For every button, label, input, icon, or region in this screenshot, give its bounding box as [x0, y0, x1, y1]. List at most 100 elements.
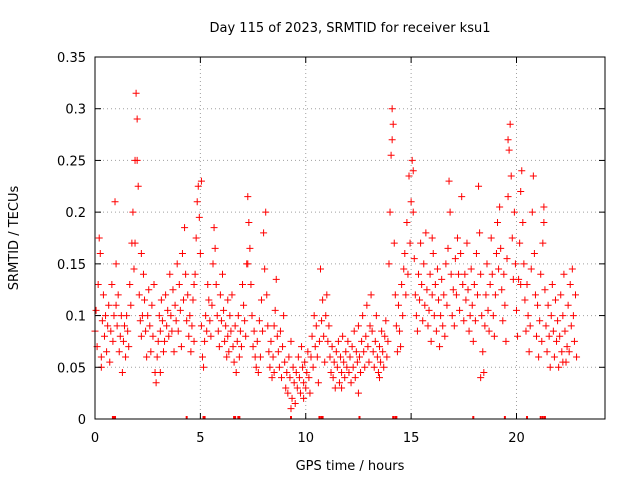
data-point: [212, 281, 220, 289]
data-point: [372, 312, 380, 320]
data-point: [193, 198, 201, 206]
data-point: [387, 151, 395, 159]
data-point: [472, 250, 480, 258]
data-point: [192, 234, 200, 242]
data-point: [521, 296, 529, 304]
data-point: [244, 193, 252, 201]
data-point: [525, 348, 533, 356]
y-tick-label: 0.15: [57, 258, 86, 273]
data-point: [485, 327, 493, 335]
data-point: [175, 281, 183, 289]
data-point: [113, 322, 121, 330]
data-point: [293, 384, 301, 392]
data-point: [304, 348, 312, 356]
data-point: [549, 327, 557, 335]
data-point: [111, 198, 119, 206]
data-point: [350, 327, 358, 335]
data-point: [458, 193, 466, 201]
data-point: [214, 327, 222, 335]
data-point: [341, 374, 349, 382]
data-point: [298, 343, 306, 351]
data-point: [224, 332, 232, 340]
data-point: [314, 379, 322, 387]
data-point: [478, 312, 486, 320]
data-point: [491, 291, 499, 299]
data-point: [480, 368, 488, 376]
data-point: [338, 368, 346, 376]
data-point: [266, 363, 274, 371]
data-point: [183, 317, 191, 325]
data-point: [305, 374, 313, 382]
data-point: [197, 177, 205, 185]
data-point: [110, 312, 118, 320]
data-point: [560, 270, 568, 278]
data-point: [97, 353, 105, 361]
x-axis-label: GPS time / hours: [296, 459, 405, 474]
data-point: [207, 332, 215, 340]
data-point: [231, 322, 239, 330]
data-point: [135, 291, 143, 299]
data-point: [114, 291, 122, 299]
data-point: [441, 332, 449, 340]
data-point: [156, 327, 164, 335]
data-point: [202, 312, 210, 320]
data-point: [514, 332, 522, 340]
data-point: [250, 327, 258, 335]
data-point: [385, 260, 393, 268]
data-point: [227, 327, 235, 335]
data-point: [195, 213, 203, 221]
data-point: [189, 296, 197, 304]
data-point: [567, 322, 575, 330]
data-point: [551, 296, 559, 304]
data-point: [571, 291, 579, 299]
data-point: [295, 374, 303, 382]
data-point: [205, 296, 213, 304]
data-point: [529, 172, 537, 180]
data-point: [271, 306, 279, 314]
data-point: [496, 203, 504, 211]
data-point: [262, 208, 270, 216]
data-point: [242, 332, 250, 340]
data-point: [296, 389, 304, 397]
data-point: [115, 348, 123, 356]
data-point: [364, 343, 372, 351]
data-point: [379, 348, 387, 356]
data-point: [223, 353, 231, 361]
data-point: [203, 327, 211, 335]
data-point: [152, 379, 160, 387]
data-point: [360, 348, 368, 356]
y-tick-label: 0.35: [57, 51, 86, 66]
data-point: [411, 291, 419, 299]
data-point: [512, 306, 520, 314]
data-point: [535, 353, 543, 361]
data-point: [228, 291, 236, 299]
data-point: [233, 337, 241, 345]
data-point: [112, 301, 120, 309]
data-point: [355, 353, 363, 361]
data-point: [339, 332, 347, 340]
data-point: [330, 358, 338, 366]
data-point: [108, 281, 116, 289]
data-point: [464, 286, 472, 294]
data-point: [155, 312, 163, 320]
data-point: [398, 281, 406, 289]
data-point: [405, 172, 413, 180]
data-point: [453, 234, 461, 242]
data-point: [570, 337, 578, 345]
data-point: [376, 374, 384, 382]
data-point: [94, 281, 102, 289]
data-point: [386, 208, 394, 216]
data-point: [565, 348, 573, 356]
data-point: [450, 322, 458, 330]
data-point: [490, 332, 498, 340]
data-point: [367, 291, 375, 299]
data-point: [412, 312, 420, 320]
data-point: [408, 156, 416, 164]
data-point: [246, 244, 254, 252]
data-point: [163, 322, 171, 330]
data-point: [176, 306, 184, 314]
data-point: [270, 368, 278, 376]
data-point: [378, 327, 386, 335]
data-point: [133, 156, 141, 164]
data-point: [109, 337, 117, 345]
